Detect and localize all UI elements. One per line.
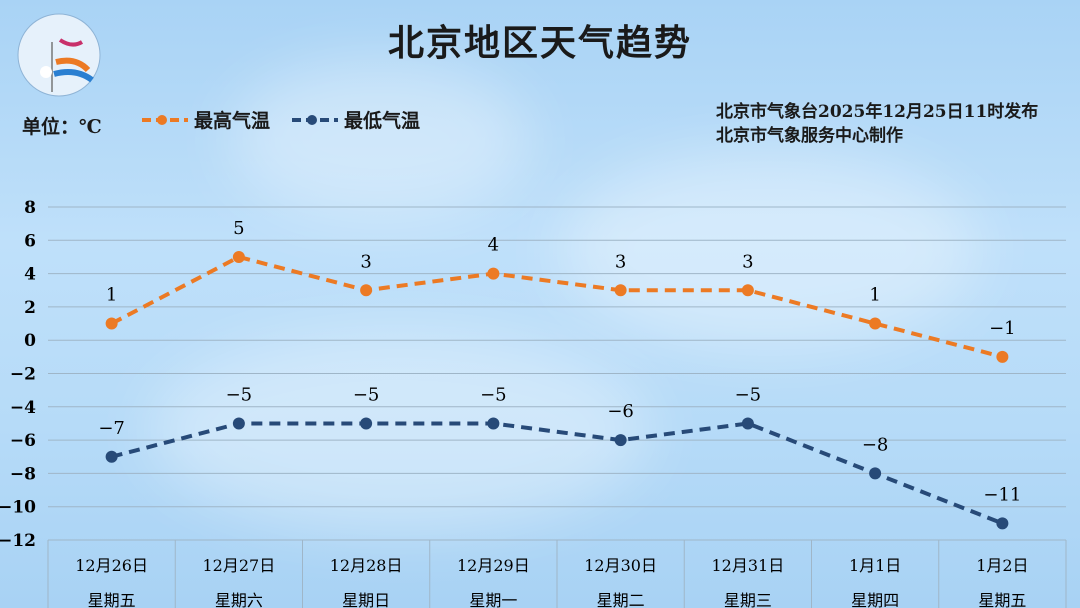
legend-high: 最高气温 [140, 106, 270, 133]
data-label-high: 3 [615, 251, 626, 272]
y-tick-label: 4 [24, 265, 36, 285]
y-tick-label: 2 [24, 298, 36, 318]
background-cloud [230, 60, 530, 220]
issuer-line-2: 北京市气象服务中心制作 [716, 126, 903, 146]
background-cloud [150, 330, 650, 530]
y-tick-label: 8 [24, 198, 36, 218]
data-label-high: −1 [989, 318, 1016, 339]
x-date-label: 1月1日 [849, 556, 901, 575]
y-tick-label: −10 [0, 498, 36, 518]
data-point-high [105, 317, 118, 330]
data-point-low [360, 417, 373, 430]
y-tick-label: −4 [10, 398, 36, 418]
series-line-low [111, 421, 1004, 526]
y-tick-label: −6 [10, 431, 36, 451]
data-point-low [232, 417, 245, 430]
legend-low-marker-icon [292, 114, 338, 125]
x-weekday-label: 星期五 [88, 591, 136, 608]
unit-label: 单位：℃ [22, 116, 102, 138]
data-point-low [996, 517, 1009, 530]
data-label-low: −5 [226, 384, 253, 405]
x-date-label: 12月30日 [584, 556, 657, 575]
background-cloud [560, 150, 980, 350]
data-label-low: −11 [983, 484, 1021, 505]
issuer-line-1: 北京市气象台2025年12月25日11时发布 [716, 102, 1039, 122]
data-label-low: −7 [98, 418, 125, 439]
legend-high-label: 最高气温 [194, 110, 271, 132]
y-tick-label: −2 [10, 365, 36, 385]
data-label-low: −8 [862, 434, 889, 455]
x-date-label: 12月28日 [330, 556, 403, 575]
x-weekday-label: 星期六 [215, 591, 263, 608]
x-date-label: 12月29日 [457, 556, 530, 575]
series-line-high [110, 254, 1003, 359]
legend-low-label: 最低气温 [344, 110, 421, 132]
data-point-high [360, 284, 373, 297]
x-weekday-label: 星期二 [597, 591, 645, 608]
x-weekday-label: 星期日 [342, 591, 390, 608]
data-label-low: −6 [607, 401, 634, 422]
legend-high-marker-icon [142, 114, 188, 125]
y-tick-label: −8 [10, 464, 36, 484]
data-point-high [996, 350, 1009, 363]
data-point-low [487, 417, 500, 430]
data-label-low: −5 [353, 384, 380, 405]
x-date-label: 12月27日 [203, 556, 276, 575]
data-label-high: 1 [106, 285, 117, 306]
data-label-high: 4 [488, 235, 499, 256]
meteorological-service-logo [17, 13, 101, 97]
x-weekday-label: 星期五 [978, 591, 1026, 608]
data-point-low [869, 467, 882, 480]
y-tick-label: 6 [24, 231, 36, 251]
data-point-high [487, 267, 500, 280]
chart-title: 北京地区天气趋势 [387, 22, 692, 64]
x-date-label: 1月2日 [976, 556, 1028, 575]
data-point-high [232, 250, 245, 263]
data-label-low: −5 [735, 384, 762, 405]
data-point-high [869, 317, 882, 330]
data-point-low [105, 450, 118, 463]
y-tick-label: −12 [0, 531, 36, 551]
x-date-label: 12月31日 [712, 556, 785, 575]
data-point-low [741, 417, 754, 430]
x-weekday-label: 星期四 [851, 591, 899, 608]
data-point-low [614, 434, 627, 447]
legend-low: 最低气温 [290, 106, 420, 133]
data-point-high [741, 284, 754, 297]
data-label-high: 1 [869, 285, 880, 306]
x-weekday-label: 星期一 [469, 591, 517, 608]
data-label-high: 5 [233, 218, 244, 239]
data-label-high: 3 [742, 251, 753, 272]
x-date-label: 12月26日 [75, 556, 148, 575]
data-label-high: 3 [360, 251, 371, 272]
data-label-low: −5 [480, 384, 507, 405]
y-tick-label: 0 [24, 331, 36, 351]
data-point-high [614, 284, 627, 297]
x-weekday-label: 星期三 [724, 591, 772, 608]
